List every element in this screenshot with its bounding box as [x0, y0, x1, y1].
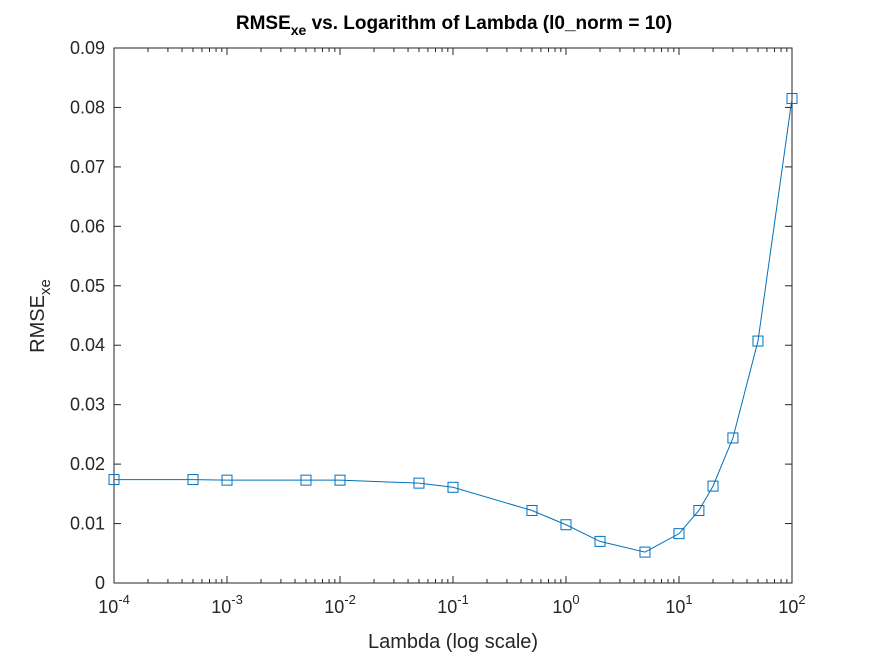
y-tick-label: 0.05 — [70, 276, 105, 296]
data-point-marker — [447, 481, 459, 493]
data-point-marker — [673, 528, 685, 540]
y-tick-label: 0.02 — [70, 454, 105, 474]
y-tick-labels: 0 0.01 0.02 0.03 0.04 0.05 0.06 0.07 0.08 0.09 — [70, 38, 105, 593]
y-tick-label: 0 — [95, 573, 105, 593]
data-point-marker — [334, 474, 346, 486]
data-point-marker — [560, 519, 572, 531]
x-tick-labels: 10-4 10-3 10-2 10-1 100 101 102 — [98, 592, 805, 617]
data-point-marker — [300, 474, 312, 486]
y-tick-label: 0.09 — [70, 38, 105, 58]
y-tick-label: 0.03 — [70, 395, 105, 415]
x-tick-label: 102 — [778, 592, 805, 617]
data-point-marker — [752, 335, 764, 347]
y-tick-label: 0.06 — [70, 216, 105, 236]
data-point-marker — [187, 474, 199, 486]
x-axis-label: Lambda (log scale) — [368, 631, 538, 653]
y-tick-label: 0.01 — [70, 514, 105, 534]
data-point-marker — [693, 504, 705, 516]
y-axis-label: RMSExe — [27, 279, 54, 353]
x-tick-label: 10-1 — [437, 592, 469, 617]
x-tick-label: 101 — [665, 592, 692, 617]
data-point-marker — [727, 432, 739, 444]
plot-area — [113, 47, 793, 584]
y-tick-label: 0.07 — [70, 157, 105, 177]
x-tick-label: 10-2 — [324, 592, 356, 617]
axis-ticks — [113, 47, 793, 584]
data-point-marker — [594, 535, 606, 547]
data-point-marker — [639, 546, 651, 558]
data-point-marker — [413, 477, 425, 489]
x-tick-label: 10-3 — [211, 592, 243, 617]
series-group — [108, 93, 798, 558]
x-tick-label: 10-4 — [98, 592, 130, 617]
x-tick-label: 100 — [552, 592, 579, 617]
data-point-marker — [786, 93, 798, 105]
data-point-marker — [526, 504, 538, 516]
data-point-marker — [707, 480, 719, 492]
y-tick-label: 0.04 — [70, 335, 105, 355]
y-tick-label: 0.08 — [70, 97, 105, 117]
data-point-marker — [108, 474, 120, 486]
series-line — [114, 98, 793, 553]
chart-title: RMSExe vs. Logarithm of Lambda (l0_norm … — [236, 13, 672, 38]
data-point-marker — [221, 474, 233, 486]
